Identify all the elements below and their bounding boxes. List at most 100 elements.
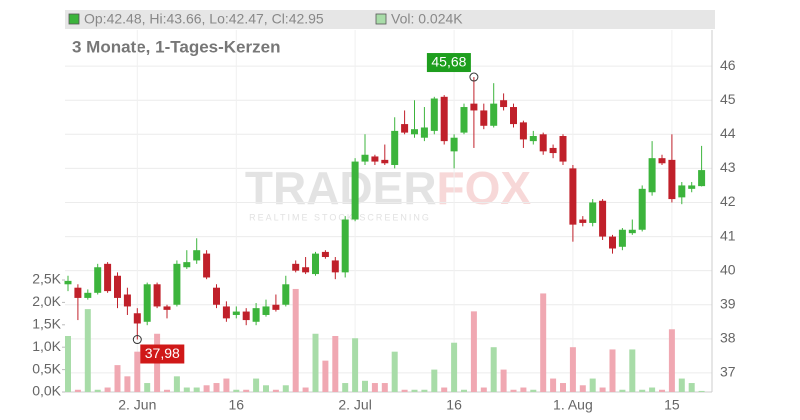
candle-body [391, 130, 399, 165]
volume-bar [401, 389, 408, 392]
candle-body [213, 287, 220, 305]
volume-bar [104, 387, 111, 392]
volume-bar [421, 389, 428, 392]
candle-body [529, 136, 537, 142]
volume-bar [550, 378, 557, 392]
candle-body [648, 158, 656, 193]
candle-body [193, 250, 201, 261]
watermark-part: FOX [437, 162, 532, 214]
volume-bar [480, 387, 487, 392]
volume-bar [193, 387, 200, 392]
volume-bar [352, 338, 359, 392]
volume-bar [609, 349, 616, 392]
volume-bar [203, 385, 210, 392]
y2-tick-label: 0,0K [32, 383, 61, 399]
y-tick-label: 46 [720, 57, 736, 73]
candle-body [638, 188, 646, 230]
candle-body [678, 185, 686, 198]
volume-bar [381, 383, 388, 392]
y2-tick-label: 1,5K [32, 316, 61, 332]
candle-body [381, 159, 389, 164]
y-tick-label: 40 [720, 261, 736, 277]
candle-body [539, 134, 547, 152]
volume-bar [431, 369, 438, 392]
watermark: TRADERFOX [245, 162, 532, 214]
candle-body [401, 124, 409, 133]
y2-tick-label: 2,5K [32, 271, 61, 287]
y2-tick-label: 0,5K [32, 360, 61, 376]
volume-bar [668, 329, 675, 392]
volume-bar [223, 378, 230, 392]
volume-bar [619, 389, 626, 392]
candle-body [232, 311, 240, 315]
x-tick-label: 16 [229, 397, 245, 413]
volume-bar [589, 378, 596, 392]
volume-bar [698, 390, 705, 392]
candle-body [599, 200, 607, 237]
candle-body [262, 306, 270, 315]
volume-bar [451, 342, 458, 392]
volume-bar [253, 378, 260, 392]
volume-bar [441, 387, 448, 392]
volume-bar [659, 389, 665, 392]
candle-body [302, 267, 310, 273]
volume-bar [312, 333, 319, 392]
candle-body [272, 304, 280, 310]
y-tick-label: 44 [720, 125, 736, 141]
volume-bar [292, 288, 299, 392]
watermark-part: TRADER [245, 162, 437, 214]
candle-body [440, 96, 448, 142]
volume-bar [302, 387, 309, 392]
volume-bar [500, 369, 507, 392]
volume-bar [272, 389, 279, 392]
ohlc-header: Op:42.48, Hi:43.66, Lo:42.47, Cl:42.95 [84, 11, 324, 27]
volume-bar [688, 383, 695, 392]
volume-bar [520, 387, 527, 392]
y-tick-label: 43 [720, 159, 736, 175]
volume-bar [94, 389, 101, 392]
candle-body [133, 313, 141, 324]
volume-bar [282, 385, 289, 392]
volume-bar [332, 335, 339, 392]
volume-bar [213, 383, 220, 392]
candle-body [74, 287, 82, 298]
candle-body [153, 284, 161, 307]
volume-bar [579, 385, 586, 392]
candle-body [519, 122, 527, 140]
volume-bar [639, 389, 646, 392]
subtitle: 3 Monate, 1-Tages-Kerzen [72, 37, 280, 56]
candle-body [312, 253, 319, 275]
y-tick-label: 41 [720, 227, 736, 243]
candle-body [668, 159, 676, 200]
candle-body [549, 147, 557, 154]
volume-bar [411, 389, 418, 392]
candle-body [351, 161, 359, 220]
candle-body [361, 154, 369, 162]
volume-bar [649, 387, 656, 392]
candle-body [500, 100, 508, 108]
watermark-tagline: REALTIME STOCK SCREENING [249, 212, 431, 222]
y2-tick-label: 1,0K [32, 338, 61, 354]
candle-body [341, 219, 349, 273]
volume-bar [164, 389, 170, 392]
y-tick-label: 37 [720, 364, 736, 380]
y-tick-label: 42 [720, 193, 736, 209]
volume-icon [375, 13, 387, 25]
candle-body [292, 263, 300, 271]
volume-bar [599, 387, 606, 392]
candle-body [618, 229, 626, 247]
volume-bar [371, 383, 378, 392]
candle-body [490, 103, 498, 126]
x-tick-label: 2. Jun [118, 397, 156, 413]
x-tick-label: 15 [664, 397, 680, 413]
volume-bar [263, 385, 269, 392]
volume-bar [65, 335, 71, 392]
candle-body [510, 107, 517, 125]
candle-body [123, 294, 131, 307]
y-tick-label: 38 [720, 330, 736, 346]
candle-body [460, 107, 468, 133]
candle-body [688, 185, 696, 189]
candle-body [321, 251, 329, 258]
volume-bar [243, 389, 250, 392]
candle-body [658, 158, 666, 164]
